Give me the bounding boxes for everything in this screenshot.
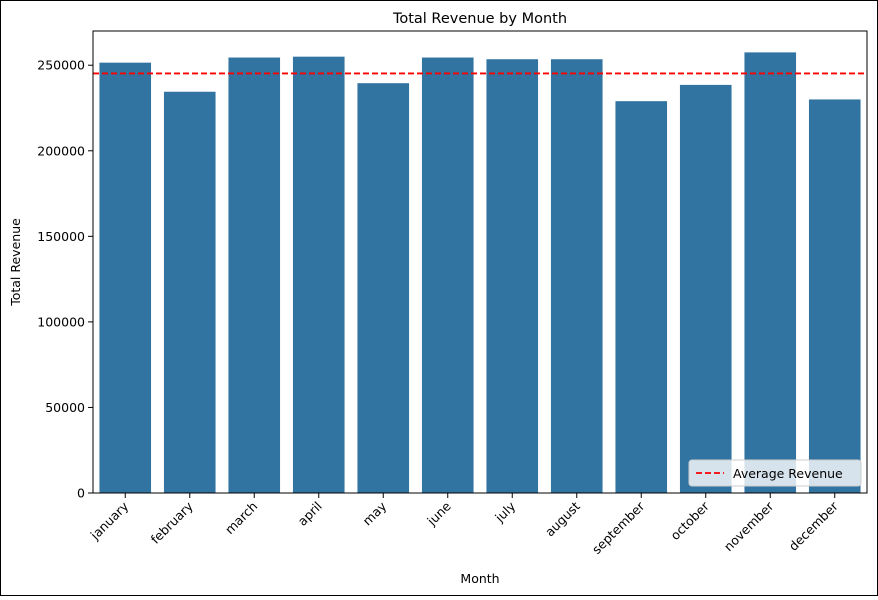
bar-april xyxy=(292,56,345,494)
bar-august xyxy=(550,59,603,493)
bar-july xyxy=(486,59,539,493)
x-axis-label: Month xyxy=(460,571,499,586)
chart-title: Total Revenue by Month xyxy=(392,11,567,27)
bar-may xyxy=(357,83,410,493)
bar-january xyxy=(99,62,152,493)
y-tick-label: 100000 xyxy=(37,314,85,329)
bar-march xyxy=(228,57,281,494)
legend-box xyxy=(688,459,862,487)
y-tick-label: 50000 xyxy=(45,400,85,415)
legend-label-average-revenue: Average Revenue xyxy=(733,466,843,481)
y-axis-label: Total Revenue xyxy=(8,218,23,307)
legend: Average Revenue xyxy=(688,459,862,487)
y-tick-label: 200000 xyxy=(37,143,85,158)
bar-september xyxy=(615,101,668,493)
bar-october xyxy=(679,84,732,494)
y-tick-label: 150000 xyxy=(37,229,85,244)
bars-layer xyxy=(99,52,861,494)
plot-area-frame xyxy=(92,30,868,494)
bar-february xyxy=(163,91,216,494)
bar-december xyxy=(808,99,861,493)
y-ticks-layer: 0 50000 100000 150000 200000 250000 xyxy=(37,58,93,501)
y-tick-label: 250000 xyxy=(37,58,85,73)
bar-november xyxy=(744,52,797,493)
y-tick-label: 0 xyxy=(77,486,85,501)
bar-june xyxy=(421,57,474,494)
